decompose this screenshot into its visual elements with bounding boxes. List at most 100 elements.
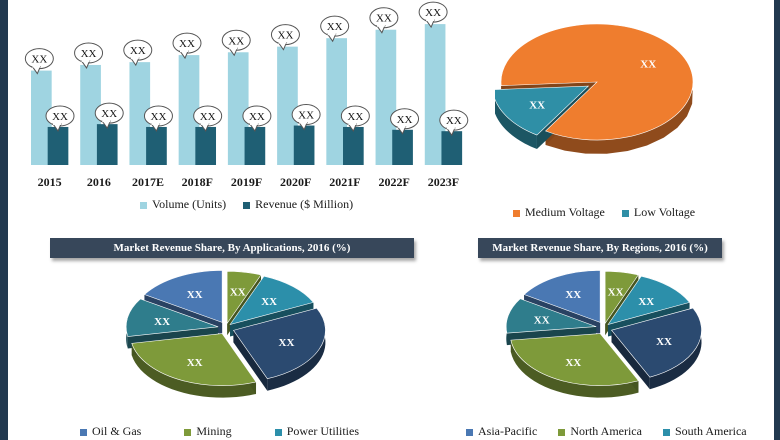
data-label-volume: XX (221, 29, 251, 57)
bar-revenue (47, 126, 69, 165)
pie-slice (495, 85, 590, 136)
pie-data-label: XX (565, 357, 581, 369)
data-label-volume-tail-mask (278, 40, 287, 44)
pie-slice (611, 307, 702, 378)
legend-swatch-south-america (662, 428, 670, 436)
bar-chart: XX XX 2015 XX XX 2016 XX XX 2017E XX XX 2018F XX XX 20… (24, 1, 469, 189)
data-label-volume-text: XX (376, 13, 392, 25)
legend-item-mining: Mining (184, 424, 232, 439)
data-label-revenue: XX (439, 109, 469, 137)
pie-data-label: XX (187, 357, 203, 369)
bar-volume (129, 62, 151, 165)
data-label-volume-text: XX (425, 7, 441, 19)
data-label-volume-text: XX (130, 45, 146, 57)
data-label-revenue-tail-mask (53, 121, 62, 125)
tick-label: 2021F (329, 175, 360, 189)
pie-slice (232, 307, 326, 380)
pie-slice-wall (233, 330, 268, 391)
bar-revenue (293, 125, 315, 165)
tick-label: 2016 (87, 175, 111, 189)
data-label-revenue-tail-mask (249, 121, 258, 125)
legend-swatch-north-america (558, 428, 566, 436)
data-label-revenue-text: XX (446, 115, 462, 127)
data-label-volume-text: XX (179, 38, 195, 50)
legend-label-medium-voltage: Medium Voltage (525, 205, 605, 219)
tick-label: 2018F (182, 175, 213, 189)
data-label-volume-text: XX (278, 30, 294, 42)
data-label-volume-text: XX (81, 48, 97, 60)
legend-item-north-america: North America (558, 424, 642, 439)
pie-data-label: XX (230, 287, 246, 299)
data-label-revenue-text: XX (298, 110, 314, 122)
pie-slice (131, 333, 257, 386)
pie-slice (607, 275, 691, 326)
data-label-volume: XX (369, 7, 399, 34)
data-label-revenue-text: XX (101, 108, 117, 120)
legend-label-mining: Mining (196, 424, 232, 438)
bar-volume (326, 38, 348, 165)
bar-volume (424, 24, 446, 165)
pie-slice (523, 270, 601, 323)
pie-slice-wall (611, 330, 650, 390)
data-label-revenue: XX (390, 108, 420, 135)
pie-slice (125, 298, 219, 337)
tick-label: 2022F (378, 175, 409, 189)
tick-label: 2015 (38, 175, 62, 189)
data-label-revenue-tail-mask (102, 119, 111, 123)
data-label-volume-tail-mask (327, 32, 336, 36)
bar-volume (227, 52, 249, 165)
regions-legend: Asia-Pacific North America South America (466, 424, 747, 439)
bar-revenue (195, 126, 217, 165)
legend-label-oil-gas: Oil & Gas (92, 424, 142, 438)
legend-item-power-utilities: Power Utilities (274, 424, 359, 439)
data-label-volume-text: XX (31, 54, 47, 66)
bar-revenue (244, 126, 266, 165)
data-label-revenue-tail-mask (299, 120, 308, 124)
data-label-volume: XX (123, 39, 153, 67)
bar-revenue (96, 124, 118, 165)
data-label-volume-tail-mask (180, 49, 189, 53)
legend-item-south-america: South America (662, 424, 747, 439)
data-label-volume: XX (270, 24, 300, 51)
bar-revenue (146, 126, 167, 165)
pie-data-label: XX (534, 315, 550, 327)
voltage-pie-chart: XX XX (495, 23, 694, 154)
legend-label-revenue: Revenue ($ Million) (255, 197, 354, 211)
legend-item-volume: Volume (Units) (140, 197, 226, 212)
data-label-revenue: XX (94, 102, 124, 130)
data-label-revenue-text: XX (200, 111, 216, 123)
data-label-revenue-tail-mask (200, 121, 209, 125)
data-label-volume: XX (24, 48, 54, 75)
pie-data-label: XX (565, 289, 581, 301)
data-label-volume: XX (320, 15, 350, 43)
legend-label-volume: Volume (Units) (152, 197, 227, 211)
data-label-revenue-text: XX (249, 111, 265, 123)
tick-label: 2020F (280, 175, 311, 189)
legend-swatch-power-utilities (274, 428, 282, 436)
legend-label-south-america: South America (674, 424, 747, 438)
pie-data-label: XX (608, 287, 624, 299)
data-label-revenue-tail-mask (151, 121, 160, 125)
data-label-volume-tail-mask (32, 64, 41, 68)
data-label-volume: XX (172, 32, 202, 60)
tick-label: 2017E (132, 175, 164, 189)
data-label-revenue-tail-mask (446, 126, 455, 130)
data-label-volume-tail-mask (130, 56, 139, 60)
data-label-revenue: XX (193, 105, 223, 132)
pie-slice (229, 275, 314, 326)
left-edge-bar (0, 0, 8, 440)
pie-data-label: XX (656, 336, 672, 348)
data-label-revenue: XX (340, 105, 370, 132)
data-label-revenue-text: XX (397, 114, 413, 126)
legend-item-oil-gas: Oil & Gas (80, 424, 141, 439)
pie-slice (510, 333, 639, 386)
legend-swatch-revenue (243, 201, 251, 209)
right-edge-bar (774, 0, 780, 440)
data-label-volume: XX (74, 42, 104, 69)
legend-label-asia-pacific: Asia-Pacific (478, 424, 538, 438)
regions-chart-title: Market Revenue Share, By Regions, 2016 (… (478, 238, 722, 258)
pie-slice-side (510, 340, 639, 398)
legend-label-low-voltage: Low Voltage (633, 205, 696, 219)
bar-legend: Volume (Units) Revenue ($ Million) (140, 197, 367, 212)
data-label-revenue-text: XX (151, 111, 167, 123)
